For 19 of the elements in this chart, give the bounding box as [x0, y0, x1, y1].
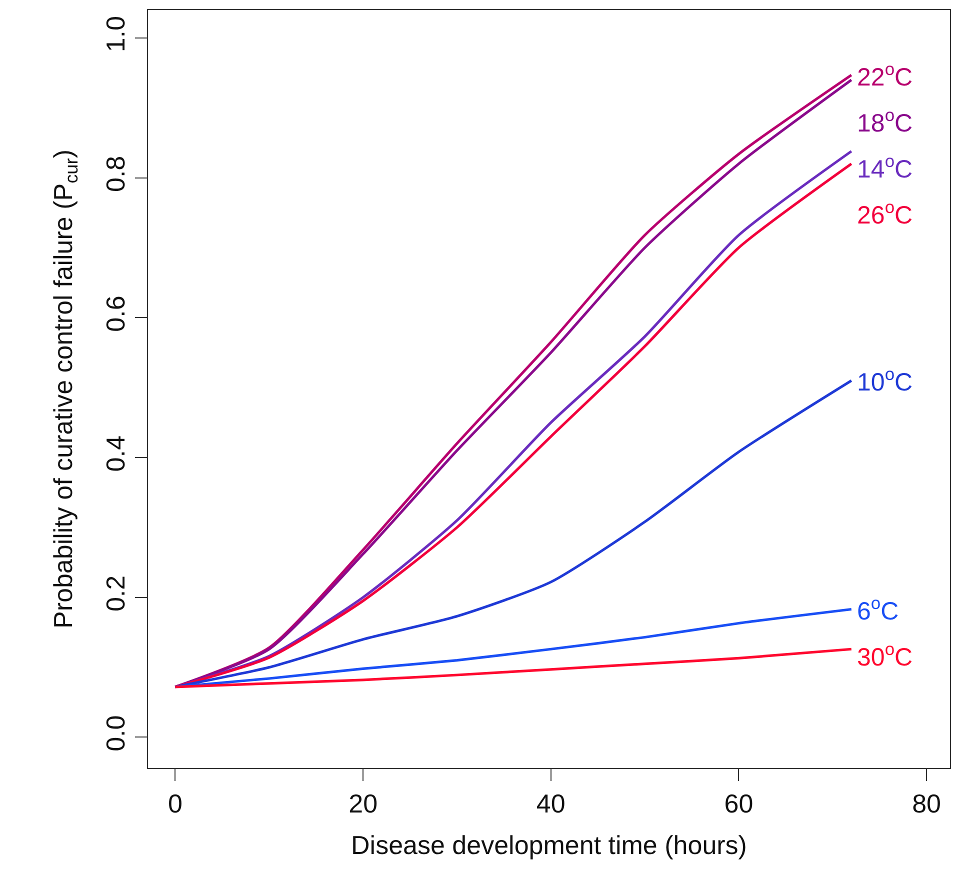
x-tick-label: 20 [348, 788, 378, 818]
y-tick-label: 0.2 [100, 575, 130, 612]
series-label: 14$^{o}$C [857, 151, 913, 184]
x-tick-label: 80 [912, 788, 941, 818]
y-tick-label: 0.0 [100, 715, 130, 752]
series-label: 6$^{o}$C [857, 593, 899, 626]
y-tick-label: 0.6 [100, 296, 130, 332]
series-label: 22$^{o}$C [857, 59, 913, 92]
x-tick-label: 0 [168, 788, 182, 818]
series-label: 18$^{o}$C [857, 105, 913, 138]
y-tick-label: 1.0 [100, 16, 130, 52]
series-label: 30$^{o}$C [857, 639, 913, 672]
series-label: 26$^{o}$C [857, 197, 913, 230]
y-tick-label: 0.4 [100, 436, 130, 472]
x-tick-label: 60 [724, 788, 754, 818]
series-label: 10$^{o}$C [857, 364, 913, 396]
x-tick-label: 40 [536, 788, 566, 818]
y-tick-label: 0.8 [100, 156, 130, 192]
x-axis-title: Disease development time (hours) [351, 830, 747, 860]
